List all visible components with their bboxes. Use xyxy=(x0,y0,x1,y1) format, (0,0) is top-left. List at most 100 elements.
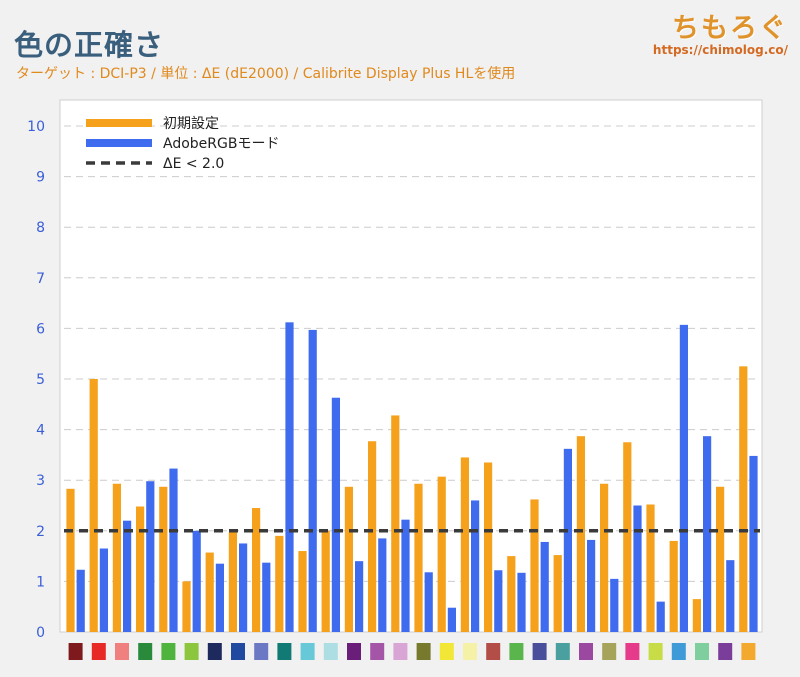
bar-adobergb-mode xyxy=(563,448,572,632)
legend-swatch xyxy=(86,139,152,147)
bar-adobergb-mode xyxy=(285,322,294,632)
bar-adobergb-mode xyxy=(679,324,688,632)
bar-adobergb-mode xyxy=(169,468,178,632)
bar-adobergb-mode xyxy=(517,572,526,632)
y-tick-label: 1 xyxy=(36,574,45,590)
bar-default-setting xyxy=(275,535,284,632)
bar-default-setting xyxy=(692,599,701,632)
y-tick-label: 6 xyxy=(36,321,45,337)
y-tick-label: 5 xyxy=(36,372,45,388)
bar-default-setting xyxy=(252,508,261,632)
bar-default-setting xyxy=(437,476,446,632)
category-swatch xyxy=(91,643,106,660)
bar-default-setting xyxy=(716,486,725,632)
category-swatch xyxy=(231,643,245,660)
bar-default-setting xyxy=(159,486,168,632)
legend-label: AdobeRGBモード xyxy=(163,136,279,152)
bar-default-setting xyxy=(66,488,75,632)
bar-adobergb-mode xyxy=(749,455,758,632)
bar-adobergb-mode xyxy=(262,562,271,632)
bar-default-setting xyxy=(576,436,585,632)
category-swatch xyxy=(625,643,640,660)
bar-default-setting xyxy=(205,552,214,632)
legend-label: ΔE < 2.0 xyxy=(163,156,224,172)
bar-default-setting xyxy=(136,506,145,632)
bar-default-setting xyxy=(368,441,377,632)
category-swatch xyxy=(555,643,570,660)
bar-default-setting xyxy=(553,555,562,632)
chart-subtitle: ターゲット : DCI-P3 / 単位 : ΔE (dE2000) / Cali… xyxy=(16,66,516,82)
category-swatch xyxy=(463,643,477,660)
category-swatch xyxy=(138,643,153,660)
bar-adobergb-mode xyxy=(610,578,619,632)
category-swatch xyxy=(741,643,756,660)
bar-default-setting xyxy=(507,556,516,632)
bar-adobergb-mode xyxy=(424,572,433,632)
y-tick-label: 7 xyxy=(36,271,45,287)
legend-item-default: 初期設定 xyxy=(86,115,219,132)
chart-title: 色の正確さ xyxy=(14,28,165,62)
bar-default-setting xyxy=(484,462,493,632)
bar-default-setting xyxy=(669,540,678,632)
bar-default-setting xyxy=(228,532,237,632)
legend-label: 初期設定 xyxy=(163,115,219,132)
bar-adobergb-mode xyxy=(239,543,248,632)
gridlines xyxy=(64,125,760,582)
bar-default-setting xyxy=(112,483,121,632)
y-axis-ticks: 0 1 2 3 4 5 6 7 8 9 10 xyxy=(27,119,45,641)
y-tick-label: 0 xyxy=(36,625,45,641)
bar-adobergb-mode xyxy=(355,561,364,632)
bar-default-setting xyxy=(89,379,98,632)
brand-logo: ちもろぐ https://chimolog.co/ xyxy=(653,6,788,57)
category-swatch xyxy=(68,643,83,660)
y-tick-label: 3 xyxy=(36,473,45,489)
brand-url: https://chimolog.co/ xyxy=(652,43,788,57)
legend-swatch xyxy=(86,119,152,127)
legend-item-adobergb: AdobeRGBモード xyxy=(86,136,279,152)
category-swatches xyxy=(68,643,756,660)
bar-adobergb-mode xyxy=(331,397,340,632)
y-tick-label: 2 xyxy=(36,524,45,540)
category-swatch xyxy=(648,643,663,660)
bar-default-setting xyxy=(391,415,400,632)
legend-item-threshold: ΔE < 2.0 xyxy=(86,156,224,172)
category-swatch xyxy=(486,643,501,660)
bar-adobergb-mode xyxy=(308,329,317,632)
category-swatch xyxy=(602,643,617,660)
category-swatch xyxy=(300,643,315,660)
bar-default-setting xyxy=(739,366,748,632)
y-tick-label: 9 xyxy=(36,170,45,186)
bars xyxy=(66,322,758,632)
bar-adobergb-mode xyxy=(215,563,224,632)
bar-adobergb-mode xyxy=(192,530,201,632)
category-swatch xyxy=(161,643,176,660)
bar-adobergb-mode xyxy=(587,539,596,632)
category-swatch xyxy=(393,643,408,660)
y-tick-label: 8 xyxy=(36,220,45,236)
category-swatch xyxy=(579,643,593,660)
bar-default-setting xyxy=(623,442,632,632)
bar-adobergb-mode xyxy=(76,569,85,632)
brand-name: ちもろぐ xyxy=(672,13,788,44)
category-swatch xyxy=(115,643,129,660)
category-swatch xyxy=(184,643,199,660)
bar-adobergb-mode xyxy=(540,541,549,632)
bar-default-setting xyxy=(298,551,307,632)
bar-adobergb-mode xyxy=(471,500,480,632)
bar-adobergb-mode xyxy=(447,607,456,632)
bar-default-setting xyxy=(600,483,609,632)
bar-adobergb-mode xyxy=(703,436,712,632)
bar-default-setting xyxy=(646,504,655,632)
category-swatch xyxy=(439,643,454,660)
bar-default-setting xyxy=(530,499,539,632)
category-swatch xyxy=(416,643,431,660)
bar-default-setting xyxy=(344,486,353,632)
category-swatch xyxy=(323,643,338,660)
category-swatch xyxy=(207,643,222,660)
bar-default-setting xyxy=(321,530,330,632)
bar-adobergb-mode xyxy=(726,560,735,632)
bar-adobergb-mode xyxy=(146,481,155,632)
category-swatch xyxy=(277,643,292,660)
category-swatch xyxy=(532,643,547,660)
